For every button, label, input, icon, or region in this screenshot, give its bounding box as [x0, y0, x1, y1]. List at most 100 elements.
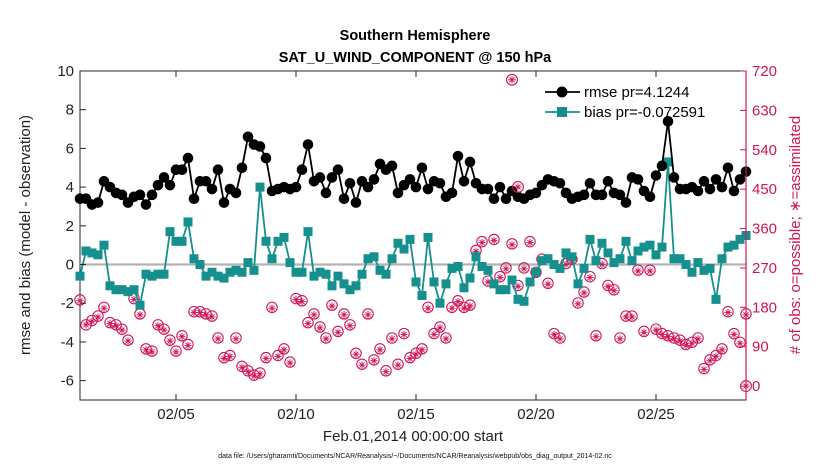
chart-title: Southern Hemisphere — [340, 28, 491, 44]
obs-assimilated-point — [178, 333, 186, 341]
obs-possible-point — [278, 343, 290, 355]
legend-rmse-label: rmse pr=4.1244 — [584, 84, 689, 101]
y-axis-right: 0 90 180 270 360 450 540 630 720 — [740, 63, 777, 400]
bias-point — [99, 240, 109, 250]
x-tick-label: 02/10 — [277, 406, 315, 423]
rmse-point — [692, 185, 704, 197]
bias-point — [441, 279, 451, 289]
bias-point — [579, 263, 589, 273]
obs-assimilated-point — [118, 326, 126, 334]
obs-possible-point — [428, 327, 440, 340]
y-tick-label: 4 — [66, 179, 74, 196]
bias-point — [669, 254, 679, 264]
rmse-point — [602, 176, 614, 187]
bias-point — [423, 232, 433, 242]
rmse-point — [416, 162, 428, 174]
bias-point — [531, 267, 541, 277]
obs-possible-point — [368, 354, 380, 366]
obs-assimilated-point — [436, 324, 444, 332]
obs-assimilated-point — [580, 289, 588, 297]
bias-point — [393, 238, 403, 248]
obs-assimilated-point — [394, 361, 402, 369]
obs-possible-point — [176, 330, 188, 342]
bias-point — [453, 261, 463, 271]
obs-possible-point — [734, 336, 746, 349]
obs-assimilated-point — [412, 350, 420, 358]
obs-assimilated-point — [280, 346, 288, 354]
y2-tick-label: 540 — [752, 142, 777, 159]
obs-assimilated-point — [556, 335, 564, 343]
obs-possible-point — [224, 349, 236, 362]
rmse-point — [164, 179, 176, 191]
y2-tick-label: 630 — [752, 102, 777, 119]
obs-possible-point — [578, 286, 590, 298]
obs-assimilated-point — [652, 326, 660, 334]
bias-point — [177, 236, 187, 246]
obs-possible-point — [338, 308, 350, 320]
bias-point — [219, 273, 229, 283]
bias-point — [165, 227, 175, 237]
bias-point — [279, 232, 289, 242]
obs-assimilated-point — [388, 335, 396, 343]
bias-point — [399, 244, 409, 254]
obs-possible-point — [518, 262, 530, 274]
rmse-point — [320, 187, 332, 199]
bias-line — [79, 161, 747, 309]
rmse-point — [188, 193, 200, 205]
bias-point — [483, 265, 493, 275]
obs-assimilated-point — [454, 298, 462, 306]
bias-point — [537, 256, 547, 266]
obs-possible-point — [686, 336, 698, 349]
rmse-point — [446, 187, 458, 199]
rmse-point — [578, 189, 590, 201]
obs-possible-point — [716, 343, 728, 355]
obs-possible-point — [302, 316, 314, 329]
obs-possible-point — [212, 332, 224, 344]
bias-point — [543, 254, 553, 264]
rmse-point — [488, 193, 500, 205]
bias-point — [297, 267, 307, 277]
obs-assimilated-point — [274, 352, 282, 360]
bias-point — [711, 294, 721, 304]
rmse-point — [584, 177, 596, 189]
obs-assimilated-point — [646, 267, 654, 275]
obs-assimilated-point — [346, 322, 354, 330]
rmse-point — [392, 187, 404, 199]
bias-point — [111, 285, 121, 295]
obs-assimilated-point — [550, 330, 558, 339]
obs-possible-point — [164, 334, 176, 346]
bias-point — [507, 275, 517, 285]
y2-tick-label: 720 — [752, 63, 777, 80]
bias-point — [567, 252, 577, 262]
obs-assimilated-point — [526, 238, 534, 247]
obs-assimilated-point — [94, 313, 102, 321]
obs-possible-point — [698, 362, 710, 375]
obs-assimilated-point — [160, 326, 168, 334]
obs-assimilated-point — [724, 308, 732, 317]
rmse-point — [332, 164, 344, 175]
obs-possible-point — [74, 294, 86, 306]
obs-possible-point — [320, 332, 332, 344]
bias-point — [153, 269, 163, 279]
bias-point — [147, 271, 157, 281]
bias-point — [573, 279, 583, 289]
bias-point — [693, 258, 703, 268]
bias-point — [291, 267, 301, 277]
obs-possible-point — [638, 325, 650, 338]
obs-possible-point — [554, 332, 566, 344]
obs-assimilated-point — [88, 317, 96, 325]
obs-possible-point — [92, 310, 104, 322]
obs-assimilated-point — [220, 354, 228, 363]
obs-assimilated-point — [304, 319, 312, 328]
bias-point — [243, 258, 253, 268]
bias-point — [675, 254, 685, 264]
outlier-circle — [512, 181, 524, 193]
rmse-point — [452, 150, 464, 162]
y-tick-label: -6 — [61, 373, 74, 390]
legend-rmse-marker — [556, 86, 568, 98]
bias-point — [627, 256, 637, 266]
obs-assimilated-point — [262, 354, 270, 363]
rmse-point — [92, 197, 104, 208]
obs-assimilated-point — [226, 352, 234, 360]
